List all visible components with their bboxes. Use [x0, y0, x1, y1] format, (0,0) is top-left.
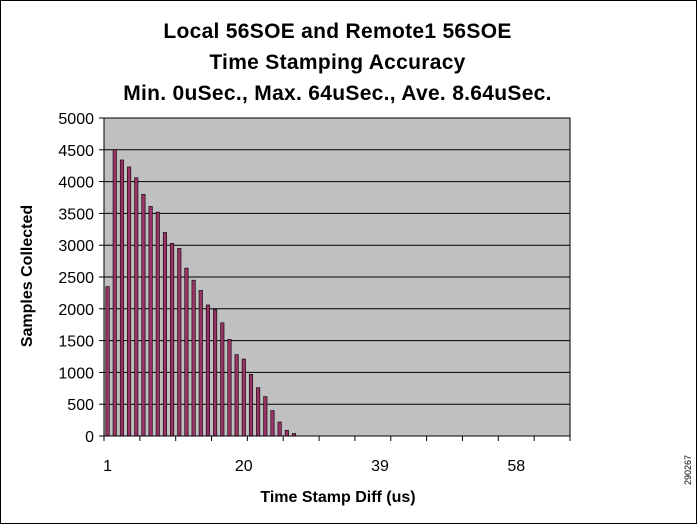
y-tick-label: 3500	[58, 206, 94, 223]
histogram-bar	[234, 354, 239, 437]
histogram-bar	[241, 358, 246, 437]
x-tick-label: 58	[507, 458, 525, 475]
chart-title: Local 56SOE and Remote1 56SOE	[163, 20, 512, 43]
histogram-bar	[256, 387, 261, 437]
y-tick-label: 1500	[58, 334, 94, 351]
histogram-bar	[162, 232, 167, 437]
histogram-bar	[220, 322, 225, 437]
histogram-bar	[191, 279, 196, 437]
y-tick-label: 4500	[58, 143, 94, 160]
y-axis-title: Samples Collected	[19, 205, 36, 347]
histogram-bar	[170, 242, 175, 437]
y-tick-label: 1000	[58, 365, 94, 382]
histogram-bar	[205, 304, 210, 437]
histogram-bar	[248, 374, 253, 437]
histogram-bar	[213, 309, 218, 437]
y-tick-label: 0	[85, 429, 94, 446]
chart-stats-line: Min. 0uSec., Max. 64uSec., Ave. 8.64uSec…	[123, 82, 552, 105]
histogram-bar	[277, 421, 282, 437]
y-tick-label: 5000	[58, 111, 94, 128]
histogram-bar	[198, 290, 203, 437]
y-tick-label: 500	[67, 397, 94, 414]
y-tick-label: 2500	[58, 270, 94, 287]
histogram-bar	[263, 396, 268, 437]
histogram-bar	[270, 410, 275, 437]
histogram-bar	[227, 339, 232, 437]
x-tick-label: 39	[371, 458, 389, 475]
y-tick-label: 4000	[58, 175, 94, 192]
chart-subtitle: Time Stamping Accuracy	[209, 51, 466, 74]
x-tick-label: 20	[235, 458, 253, 475]
y-tick-label: 3000	[58, 238, 94, 255]
figure-id: 290267	[683, 454, 693, 485]
y-tick-label: 2000	[58, 302, 94, 319]
histogram-bar	[141, 194, 146, 437]
x-axis-title: Time Stamp Diff (us)	[260, 489, 415, 506]
histogram-bar	[134, 177, 139, 437]
histogram-bar	[127, 166, 132, 437]
histogram-bar	[284, 429, 289, 437]
x-tick-label: 1	[103, 458, 112, 475]
histogram-bar	[148, 206, 153, 437]
histogram-bar	[112, 149, 117, 437]
histogram-bar	[177, 248, 182, 437]
histogram-bar	[119, 159, 124, 437]
histogram-bar	[155, 211, 160, 437]
histogram-bar	[184, 267, 189, 437]
histogram-bar	[105, 286, 110, 437]
